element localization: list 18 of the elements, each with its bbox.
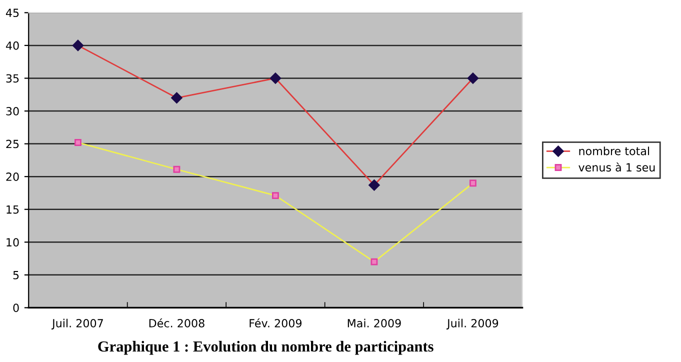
y-tick-label: 30 bbox=[6, 106, 19, 116]
legend-label: venus à 1 seu bbox=[578, 162, 655, 172]
x-tick-label: Mai. 2009 bbox=[348, 318, 401, 328]
y-tick-label: 25 bbox=[6, 140, 19, 148]
y-tick-label: 20 bbox=[6, 172, 19, 181]
y-tick-label: 35 bbox=[6, 74, 19, 83]
y-tick-label: 5 bbox=[13, 271, 19, 280]
y-tick-label: 45 bbox=[6, 8, 19, 18]
legend-label: nombre total bbox=[579, 146, 650, 156]
x-tick-label: Fév. 2009 bbox=[250, 318, 302, 328]
y-tick-label: 40 bbox=[6, 41, 19, 50]
x-tick-label: Juil. 2007 bbox=[51, 318, 103, 330]
x-tick-label: Déc. 2008 bbox=[149, 318, 204, 328]
x-tick-label: Juil. 2009 bbox=[446, 318, 498, 330]
y-tick-label: 0 bbox=[13, 304, 19, 312]
text: Graphique 1 : Evolution du nombre de participants bbox=[98, 340, 434, 355]
y-tick-label: 10 bbox=[6, 238, 19, 247]
y-tick-label: 15 bbox=[6, 205, 19, 214]
